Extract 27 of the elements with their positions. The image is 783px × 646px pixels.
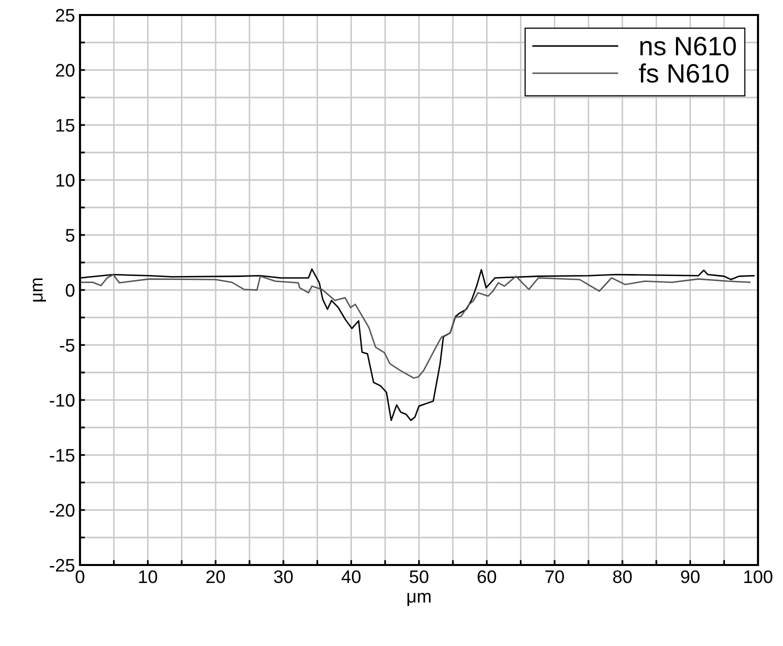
y-tick-label: -10 <box>50 394 74 407</box>
y-tick-label: -15 <box>50 449 74 462</box>
x-tick-label: 10 <box>139 570 158 584</box>
x-tick-label: 50 <box>410 570 428 584</box>
y-axis-title: μm <box>32 278 46 302</box>
y-tick-label: -5 <box>60 339 74 352</box>
legend-label: fs N610 <box>638 63 729 83</box>
x-tick-label: 30 <box>274 570 293 584</box>
x-tick-label: 100 <box>744 570 772 584</box>
y-tick-label: -20 <box>50 504 74 517</box>
x-tick-label: 20 <box>206 570 225 584</box>
y-tick-label: 0 <box>66 284 74 297</box>
legend-label: ns N610 <box>640 36 736 56</box>
y-tick-label: 25 <box>56 8 74 22</box>
y-tick-label: 15 <box>56 119 74 132</box>
line-series <box>80 274 751 379</box>
x-tick-label: 60 <box>478 570 496 584</box>
x-axis-title: μm <box>407 592 431 606</box>
x-tick-label: 70 <box>545 570 564 584</box>
x-tick-label: 0 <box>76 570 84 584</box>
x-tick-label: 40 <box>342 570 361 584</box>
y-tick-label: -25 <box>50 558 74 572</box>
y-tick-label: 10 <box>56 174 74 187</box>
x-tick-label: 90 <box>681 570 700 584</box>
y-tick-label: 20 <box>56 64 74 77</box>
y-tick-label: 5 <box>66 229 74 242</box>
x-tick-label: 80 <box>613 570 632 584</box>
